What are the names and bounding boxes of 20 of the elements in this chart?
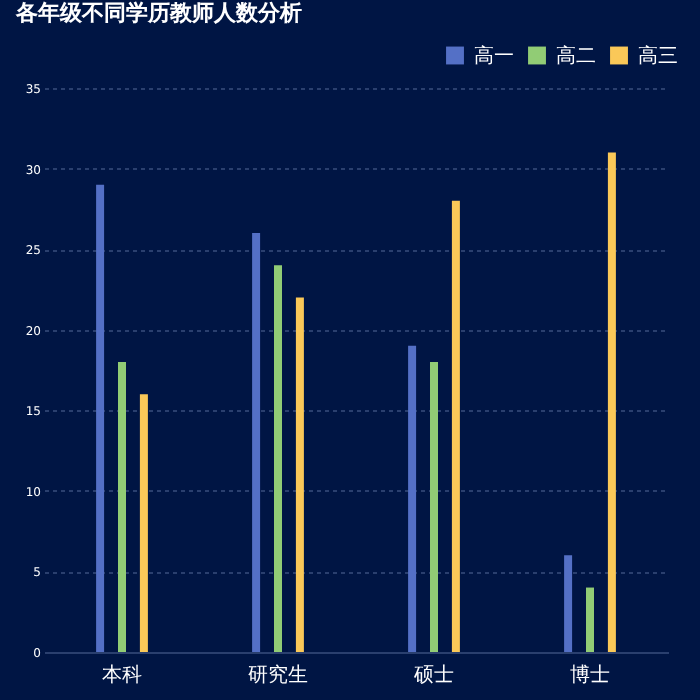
x-tick-label: 硕士 [412, 663, 454, 687]
bar [252, 233, 261, 652]
bar [118, 361, 126, 652]
bar [96, 184, 105, 652]
chart-title: 各年级不同学历教师人数分析 [14, 0, 302, 26]
x-tick-label: 研究生 [248, 663, 308, 687]
x-tick-label: 博士 [570, 663, 610, 687]
bar [274, 265, 282, 652]
bar [430, 361, 438, 652]
bar [295, 297, 304, 652]
bar [564, 555, 573, 652]
bar [607, 152, 616, 652]
legend-label: 高三 [638, 43, 678, 68]
bar [139, 394, 148, 652]
x-tick-label: 本科 [102, 663, 142, 687]
bar [451, 200, 460, 652]
legend-label: 高二 [556, 43, 596, 68]
legend-label: 高一 [474, 43, 514, 68]
bar [586, 587, 594, 652]
bar [408, 345, 417, 652]
